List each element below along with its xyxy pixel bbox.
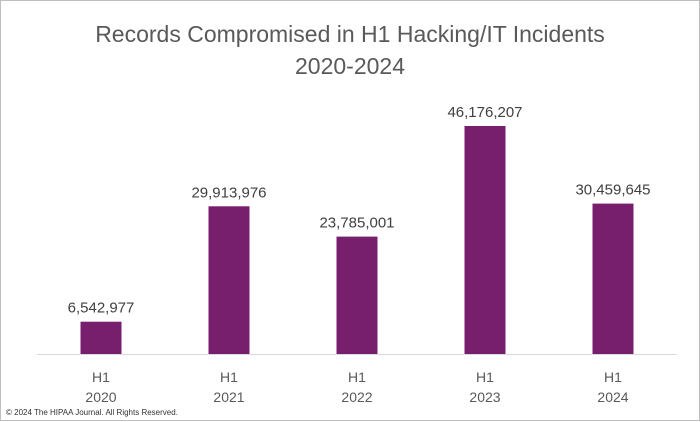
bar-2020 xyxy=(80,321,122,354)
data-label-2024: 30,459,645 xyxy=(575,182,650,199)
chart-title: Records Compromised in H1 Hacking/IT Inc… xyxy=(1,18,699,82)
x-tick-label-2021-half: H1 xyxy=(220,369,238,385)
x-tick-label-2021-year: 2021 xyxy=(213,389,244,405)
x-tick-label-2024-half: H1 xyxy=(604,369,622,385)
x-tick-label-2020-year: 2020 xyxy=(85,389,116,405)
data-label-2022: 23,785,001 xyxy=(319,215,394,232)
x-tick-label-2022-year: 2022 xyxy=(341,389,372,405)
x-tick-label-2022-half: H1 xyxy=(348,369,366,385)
x-tick-label-2023-year: 2023 xyxy=(469,389,500,405)
data-label-2021: 29,913,976 xyxy=(191,184,266,201)
chart-title-line-2: 2020-2024 xyxy=(295,53,405,79)
bar-2024 xyxy=(592,203,634,354)
chart-title-line-1: Records Compromised in H1 Hacking/IT Inc… xyxy=(95,21,605,47)
bar-2021 xyxy=(208,206,250,354)
copyright-notice: © 2024 The HIPAA Journal. All Rights Res… xyxy=(6,408,178,417)
bar-2022 xyxy=(336,236,378,354)
data-label-2020: 6,542,977 xyxy=(68,300,135,317)
labels-group: 6,542,977 H1 2020 29,913,976 H1 2021 23,785,00… xyxy=(68,104,651,405)
x-tick-label-2024-year: 2024 xyxy=(597,389,628,405)
x-tick-label-2020-half: H1 xyxy=(92,369,110,385)
bar-2023 xyxy=(464,126,506,354)
bars-group xyxy=(80,126,634,354)
x-tick-label-2023-half: H1 xyxy=(476,369,494,385)
data-label-2023: 46,176,207 xyxy=(447,104,522,121)
